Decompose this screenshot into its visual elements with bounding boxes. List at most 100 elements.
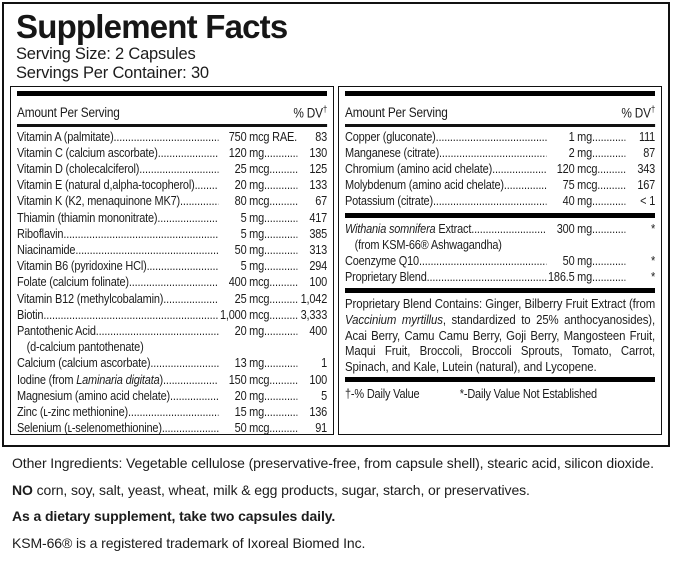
dot-leader — [471, 221, 546, 237]
daily-value: 67 — [315, 194, 328, 209]
footnotes: †-% Daily Value *-Daily Value Not Establ… — [345, 386, 655, 402]
dot-leader — [492, 161, 546, 177]
amount-unit: mg — [249, 226, 265, 241]
nutrient-row: Vitamin D (cholecalciferol) 25 mcg 125 — [17, 161, 327, 177]
dot-leader — [269, 274, 297, 290]
daily-value: * — [651, 254, 656, 268]
nutrient-name: Zinc (ʟ-zinc methionine) — [17, 405, 128, 420]
amount-value: 120 — [556, 161, 575, 176]
nutrient-name: Vitamin A (palmitate) — [17, 129, 114, 144]
nutrient-row: Biotin 1,000 mcg 3,333 — [17, 307, 327, 323]
daily-value: 133 — [309, 178, 328, 193]
dot-leader — [592, 145, 625, 161]
amount-unit: mg — [577, 270, 593, 285]
trademark-notice: KSM-66® is a registered trademark of Ixo… — [12, 534, 366, 551]
amount-unit: mcg — [249, 194, 270, 209]
amount-unit: mg — [577, 194, 593, 209]
amount-unit: mg — [577, 145, 593, 160]
dot-leader — [129, 274, 219, 290]
directions: As a dietary supplement, take two capsul… — [12, 508, 336, 524]
dot-leader — [269, 161, 297, 177]
dot-leader — [264, 388, 297, 404]
amount-unit: mg — [249, 178, 265, 193]
amount-value: 300 — [556, 221, 575, 236]
amount-unit: mcg — [249, 372, 270, 387]
daily-value: 83 — [315, 129, 328, 144]
nutrient-name: Coenzyme Q10 — [345, 254, 419, 268]
dot-leader — [264, 145, 297, 161]
nutrient-row: Potassium (citrate) 40 mg < 1 — [345, 193, 655, 209]
nutrient-name: Vitamin C (calcium ascorbate) — [17, 145, 158, 160]
amount-value: 1 — [568, 129, 575, 144]
nutrient-row: Vitamin B6 (pyridoxine HCl) 5 mg 294 — [17, 258, 327, 274]
daily-value: 313 — [309, 243, 328, 257]
amount-value: 1,000 — [219, 307, 247, 322]
dot-leader — [592, 269, 625, 285]
thick-divider — [345, 212, 655, 218]
nutrient-row: Copper (gluconate) 1 mg 111 — [345, 129, 655, 145]
nutrient-name: Niacinamide — [17, 243, 76, 257]
not-established-footnote: *-Daily Value Not Established — [459, 387, 597, 402]
nutrient-row: Proprietary Blend 186.5 mg * — [345, 269, 655, 285]
dot-leader — [162, 420, 219, 433]
nutrient-name: Iodine (from Laminaria digitata) — [17, 372, 163, 387]
daily-value: * — [651, 221, 656, 236]
nutrient-name: Vitamin B12 (methylcobalamin) — [17, 291, 164, 306]
amount-value: 20 — [234, 388, 247, 403]
amount-value: 5 — [240, 210, 247, 225]
amount-unit: mcg — [249, 307, 270, 322]
amount-value: 25 — [234, 161, 247, 176]
serving-size: Serving Size: 2 Capsules — [16, 44, 196, 63]
nutrient-name: Potassium (citrate) — [345, 194, 433, 209]
latin-name-italic: Vaccinium myrtillus — [345, 312, 443, 327]
amount-value: 13 — [234, 356, 247, 371]
daily-value: 91 — [315, 421, 328, 435]
panel-header: Supplement Facts Serving Size: 2 Capsule… — [4, 4, 668, 86]
amount-unit: mg — [577, 129, 593, 144]
dot-leader — [592, 221, 625, 237]
amount-value: 15 — [234, 405, 247, 420]
amount-unit: mg — [577, 221, 593, 236]
dot-leader — [592, 253, 625, 269]
nutrient-name: Manganese (citrate) — [345, 145, 440, 160]
nutrient-row: Vitamin E (natural d,alpha-tocopherol) 2… — [17, 177, 327, 193]
daily-value: 125 — [309, 161, 328, 176]
nutrient-row: Selenium (ʟ-selenomethionine) 50 mcg 91 — [17, 420, 328, 435]
header-rule — [17, 124, 328, 127]
daily-value-footnote: †-% Daily Value — [345, 387, 420, 402]
amount-unit: mg — [249, 243, 265, 257]
column-header: Amount Per Serving % DV† — [345, 99, 655, 124]
amount-value: 400 — [228, 275, 247, 290]
dot-leader — [150, 355, 218, 371]
dot-leader — [436, 129, 547, 145]
header-rule — [345, 124, 656, 127]
thick-divider — [345, 288, 655, 294]
dot-leader — [264, 226, 297, 242]
daily-value: 87 — [643, 145, 656, 160]
dot-leader — [264, 323, 297, 339]
dot-leader — [269, 291, 297, 307]
amount-unit: mg — [249, 259, 265, 274]
dot-leader — [269, 372, 297, 388]
nutrient-name: Proprietary Blend — [345, 270, 427, 285]
label-bottom-text: Other Ingredients: Vegetable cellulose (… — [0, 447, 679, 551]
dot-leader — [264, 242, 297, 258]
amount-unit: mcg — [577, 161, 598, 176]
dot-leader — [195, 177, 219, 193]
nutrient-name: Molybdenum (amino acid chelate) — [345, 178, 504, 193]
proprietary-blend-description: Proprietary Blend Contains: Ginger, Bilb… — [345, 296, 656, 374]
right-mineral-list: Copper (gluconate) 1 mg 111 Manganese (c… — [345, 129, 655, 210]
nutrient-row: Chromium (amino acid chelate) 120 mcg 34… — [345, 161, 655, 177]
dot-leader — [147, 258, 219, 274]
daily-value: 343 — [637, 161, 656, 176]
column-header: Amount Per Serving % DV† — [17, 99, 327, 124]
nutrient-row: Coenzyme Q10 50 mg * — [345, 253, 655, 269]
dot-leader — [158, 145, 219, 161]
nutrient-row: Calcium (calcium ascorbate) 13 mg 1 — [17, 355, 327, 371]
daily-value: 294 — [309, 259, 328, 274]
daily-value: 100 — [309, 275, 328, 290]
nutrient-name: Selenium (ʟ-selenomethionine) — [17, 421, 162, 435]
amount-unit: mg — [249, 324, 265, 339]
amount-unit: mg — [249, 356, 265, 371]
amount-unit: mg — [249, 145, 265, 160]
